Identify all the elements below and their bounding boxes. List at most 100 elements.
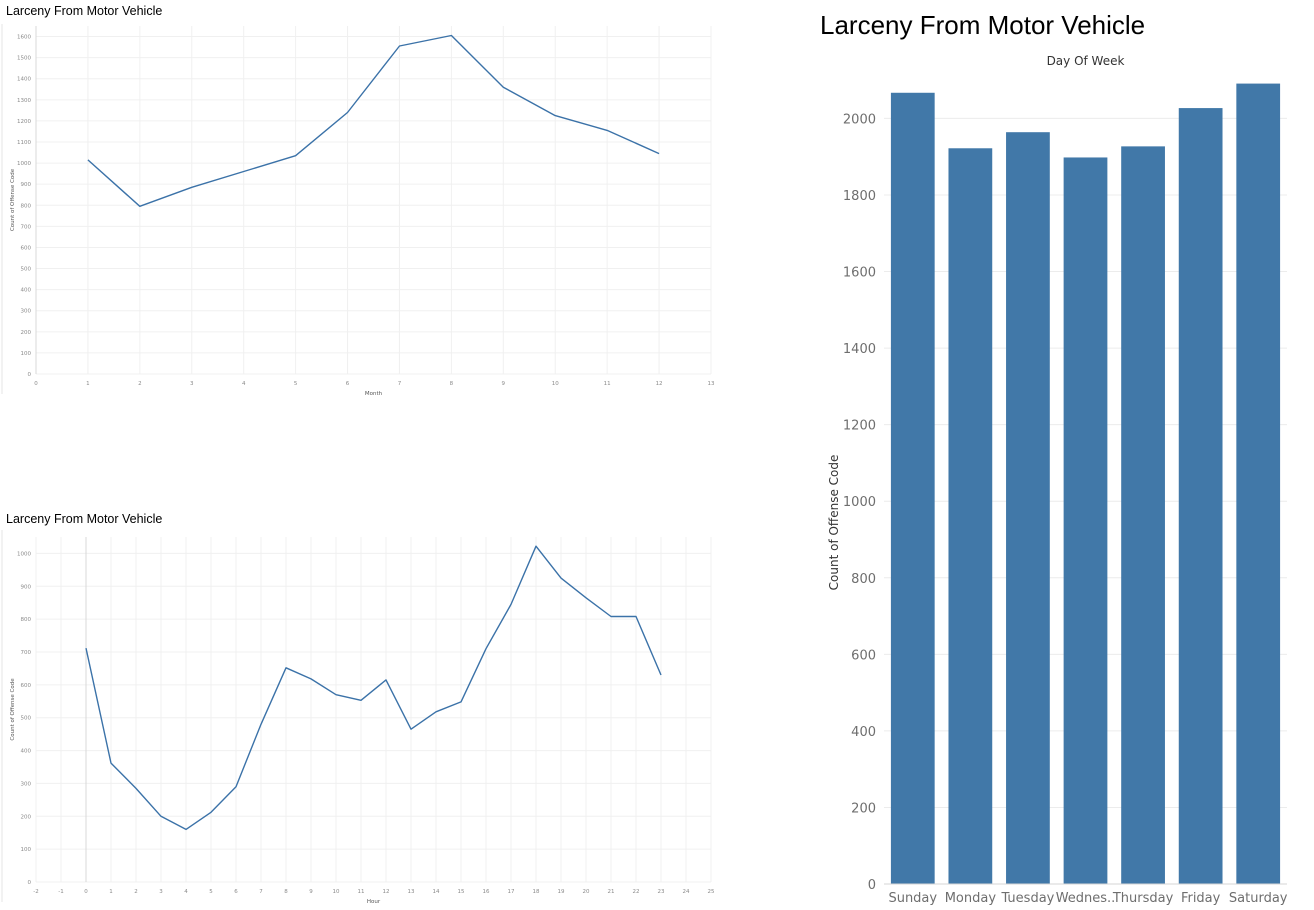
y-tick-label: 200 (21, 814, 32, 820)
y-tick-label: 1000 (17, 551, 31, 557)
x-axis-header: Day Of Week (1047, 54, 1125, 68)
x-tick-label: 15 (458, 889, 465, 895)
y-tick-label: 200 (851, 801, 876, 816)
y-tick-label: 700 (21, 224, 32, 230)
x-tick-label: Thursday (1112, 891, 1174, 906)
x-tick-label: 24 (683, 889, 690, 895)
x-tick-label: Tuesday (1000, 891, 1054, 906)
x-tick-label: 8 (450, 381, 454, 387)
month-chart-title: Larceny From Motor Vehicle (6, 4, 163, 18)
x-tick-label: 3 (159, 889, 163, 895)
y-axis-label: Count of Offense Code (10, 678, 16, 741)
y-tick-label: 100 (21, 351, 32, 357)
x-axis-label: Month (365, 391, 383, 397)
x-tick-label: 7 (259, 889, 263, 895)
bar (1236, 83, 1281, 884)
y-tick-label: 100 (21, 847, 32, 853)
y-tick-label: 1600 (843, 266, 876, 281)
x-tick-label: 2 (134, 889, 138, 895)
bar (1063, 157, 1108, 884)
y-tick-label: 300 (21, 781, 32, 787)
series-line (87, 34, 660, 208)
x-tick-label: -1 (58, 889, 63, 895)
x-tick-label: 6 (234, 889, 238, 895)
y-tick-label: 400 (21, 288, 32, 294)
x-tick-label: 6 (346, 381, 350, 387)
x-tick-label: 11 (358, 889, 365, 895)
y-tick-label: 500 (21, 267, 32, 273)
y-tick-label: 1400 (843, 342, 876, 357)
y-tick-label: 1100 (17, 140, 31, 146)
y-tick-label: 1800 (843, 189, 876, 204)
x-tick-label: Sunday (888, 891, 937, 906)
x-tick-label: 2 (138, 381, 142, 387)
x-tick-label: 10 (552, 381, 559, 387)
y-tick-label: 800 (851, 572, 876, 587)
x-tick-label: Friday (1181, 891, 1221, 906)
bar (890, 92, 935, 885)
x-tick-label: 8 (284, 889, 288, 895)
y-tick-label: 400 (21, 749, 32, 755)
x-tick-label: 19 (558, 889, 565, 895)
month-line-chart: 0100200300400500600700800900100011001200… (1, 24, 715, 397)
x-tick-label: 5 (294, 381, 298, 387)
x-tick-label: -2 (33, 889, 38, 895)
x-tick-label: 12 (383, 889, 390, 895)
y-tick-label: 1400 (17, 77, 31, 83)
x-tick-label: 4 (184, 889, 188, 895)
x-axis-label: Hour (367, 899, 381, 905)
x-tick-label: 12 (656, 381, 663, 387)
x-tick-label: 5 (209, 889, 213, 895)
y-tick-label: 800 (21, 203, 32, 209)
x-tick-label: 3 (190, 381, 194, 387)
y-tick-label: 600 (851, 648, 876, 663)
x-tick-label: 10 (333, 889, 340, 895)
y-tick-label: 200 (21, 330, 32, 336)
hour-chart-title: Larceny From Motor Vehicle (6, 512, 163, 526)
y-tick-label: 0 (28, 880, 32, 886)
y-tick-label: 1500 (17, 56, 31, 62)
bar (1006, 132, 1050, 884)
x-tick-label: 7 (398, 381, 402, 387)
bar (1178, 108, 1223, 884)
x-tick-label: 1 (109, 889, 113, 895)
bar (948, 148, 993, 885)
y-tick-label: 1200 (843, 419, 876, 434)
x-tick-label: 21 (608, 889, 615, 895)
y-tick-label: 800 (21, 617, 32, 623)
series-line (85, 545, 662, 831)
x-tick-label: 25 (708, 889, 715, 895)
x-tick-label: 20 (583, 889, 590, 895)
x-tick-label: 17 (508, 889, 515, 895)
y-tick-label: 1300 (17, 98, 31, 104)
x-tick-label: 23 (658, 889, 665, 895)
x-tick-label: 14 (433, 889, 440, 895)
y-tick-label: 700 (21, 650, 32, 656)
y-tick-label: 900 (21, 182, 32, 188)
y-tick-label: 300 (21, 309, 32, 315)
x-tick-label: 18 (533, 889, 540, 895)
x-tick-label: 0 (34, 381, 38, 387)
y-axis-label: Count of Offense Code (10, 168, 16, 231)
x-tick-label: 13 (708, 381, 715, 387)
x-tick-label: Saturday (1229, 891, 1288, 906)
x-tick-label: 1 (86, 381, 90, 387)
x-tick-label: 0 (84, 889, 88, 895)
day-of-week-bar-chart: Day Of Week 0 200 400 600 800 1000 1200 1400 1600… (827, 54, 1288, 906)
y-tick-label: 600 (21, 683, 32, 689)
y-tick-label: 600 (21, 245, 32, 251)
x-tick-label: 4 (242, 381, 246, 387)
y-tick-label: 1600 (17, 35, 31, 41)
x-tick-label: 13 (408, 889, 415, 895)
x-tick-label: 16 (483, 889, 490, 895)
y-tick-label: 500 (21, 716, 32, 722)
day-chart-title: Larceny From Motor Vehicle (820, 10, 1146, 40)
y-axis-label: Count of Offense Code (827, 455, 841, 591)
y-tick-label: 1000 (17, 161, 31, 167)
y-tick-label: 0 (868, 878, 876, 893)
x-tick-label: 11 (604, 381, 611, 387)
y-tick-label: 400 (851, 725, 876, 740)
x-tick-label: Monday (945, 891, 997, 906)
y-tick-label: 1000 (843, 495, 876, 510)
